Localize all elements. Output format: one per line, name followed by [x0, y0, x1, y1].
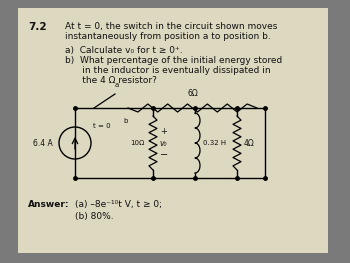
- Text: the 4 Ω resistor?: the 4 Ω resistor?: [65, 76, 157, 85]
- Text: +: +: [160, 127, 167, 135]
- Text: 6.4 A: 6.4 A: [33, 139, 53, 148]
- Text: v₀: v₀: [159, 139, 167, 148]
- Text: At t = 0, the switch in the circuit shown moves: At t = 0, the switch in the circuit show…: [65, 22, 277, 31]
- Text: 10Ω: 10Ω: [131, 140, 145, 146]
- Text: b)  What percentage of the initial energy stored: b) What percentage of the initial energy…: [65, 56, 282, 65]
- Text: Answer:: Answer:: [28, 200, 70, 209]
- Text: t = 0: t = 0: [93, 123, 111, 129]
- Text: 7.2: 7.2: [28, 22, 47, 32]
- Text: 6Ω: 6Ω: [187, 89, 198, 98]
- Text: b: b: [123, 118, 127, 124]
- Text: 4Ω: 4Ω: [244, 139, 255, 148]
- Text: (b) 80%.: (b) 80%.: [75, 212, 114, 221]
- Text: in the inductor is eventually dissipated in: in the inductor is eventually dissipated…: [65, 66, 271, 75]
- Text: (a) –8e⁻¹⁰t V, t ≥ 0;: (a) –8e⁻¹⁰t V, t ≥ 0;: [75, 200, 162, 209]
- FancyBboxPatch shape: [18, 8, 328, 253]
- Text: a)  Calculate v₀ for t ≥ 0⁺.: a) Calculate v₀ for t ≥ 0⁺.: [65, 46, 183, 55]
- Text: instantaneously from position a to position b.: instantaneously from position a to posit…: [65, 32, 271, 41]
- Text: 0.32 H: 0.32 H: [203, 140, 226, 146]
- Text: −: −: [160, 150, 168, 160]
- Text: a: a: [115, 82, 119, 88]
